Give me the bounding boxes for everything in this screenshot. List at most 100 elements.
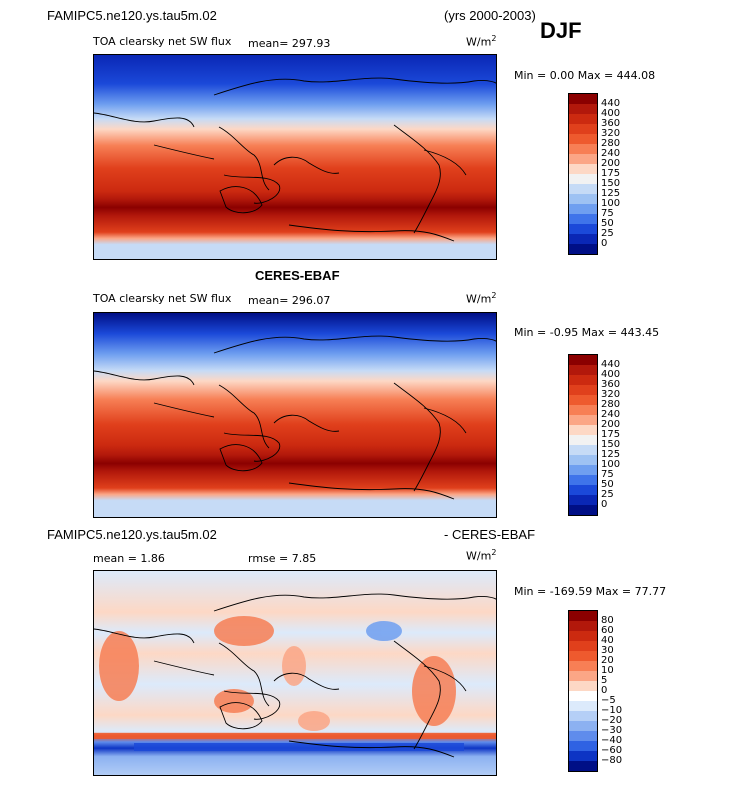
- colorbar-tick-label: −20: [601, 715, 623, 726]
- colorbar-swatch: [569, 244, 597, 254]
- colorbar-tick-label: 280: [601, 138, 621, 149]
- panel3-mean: mean = 1.86: [93, 552, 165, 565]
- colorbar-tick-label: −5: [601, 695, 616, 706]
- colorbar-tick-label: 75: [601, 208, 614, 219]
- colorbar-swatch: [569, 234, 597, 244]
- colorbar-tick-label: 60: [601, 625, 614, 636]
- colorbar-swatch: [569, 495, 597, 505]
- colorbar-tick-label: 175: [601, 168, 621, 179]
- colorbar-tick-label: 240: [601, 409, 621, 420]
- colorbar-tick-label: 125: [601, 188, 621, 199]
- case-name: FAMIPC5.ne120.ys.tau5m.02: [47, 8, 217, 23]
- colorbar-tick-label: 80: [601, 615, 614, 626]
- colorbar-tick-label: 25: [601, 228, 614, 239]
- colorbar-swatch: [569, 184, 597, 194]
- panel1-colorbar: 440 400 360 320 280 240 200 175 150 125 100 75 50 25 0: [568, 93, 620, 255]
- panel3-title-right: - CERES-EBAF: [444, 527, 536, 542]
- colorbar-tick-label: 10: [601, 665, 614, 676]
- colorbar-tick-label: 0: [601, 685, 608, 696]
- colorbar-swatch: [569, 124, 597, 134]
- colorbar-swatch: [569, 505, 597, 515]
- panel3-colorbar: 80 60 40 30 20 10 5 0 −5 −10 −20 −30 −40 −60 −80: [568, 610, 622, 772]
- panel1-variable: TOA clearsky net SW flux: [93, 35, 232, 48]
- colorbar-swatch: [569, 445, 597, 455]
- colorbar-swatch: [569, 154, 597, 164]
- panel1-map: [93, 54, 497, 260]
- colorbar-tick-label: 75: [601, 469, 614, 480]
- colorbar-swatch: [569, 104, 597, 114]
- colorbar-tick-label: 5: [601, 675, 608, 686]
- panel1-field: [94, 55, 496, 259]
- colorbar-swatch: [569, 355, 597, 365]
- colorbar-tick-label: 20: [601, 655, 614, 666]
- colorbar-tick-label: −40: [601, 735, 623, 746]
- panel2-minmax: Min = -0.95 Max = 443.45: [514, 326, 660, 339]
- panel3-field: [94, 571, 496, 775]
- colorbar-tick-label: 125: [601, 449, 621, 460]
- colorbar-swatch: [569, 651, 597, 661]
- colorbar-swatch: [569, 114, 597, 124]
- colorbar-tick-label: 240: [601, 148, 621, 159]
- panel1-minmax: Min = 0.00 Max = 444.08: [514, 69, 656, 82]
- panel3-rmse: rmse = 7.85: [248, 552, 317, 565]
- panel2-map: [93, 312, 497, 518]
- colorbar-swatch: [569, 631, 597, 641]
- colorbar-tick-label: 200: [601, 158, 621, 169]
- panel2-colorbar: 440 400 360 320 280 240 200 175 150 125 100 75 50 25 0: [568, 354, 620, 516]
- colorbar-tick-label: −30: [601, 725, 623, 736]
- colorbar-swatch: [569, 94, 597, 104]
- panel3-minmax: Min = -169.59 Max = 77.77: [514, 585, 667, 598]
- colorbar-swatch: [569, 365, 597, 375]
- colorbar-tick-label: 150: [601, 178, 621, 189]
- colorbar-tick-label: 400: [601, 108, 621, 119]
- colorbar-tick-label: −10: [601, 705, 623, 716]
- colorbar-swatch: [569, 375, 597, 385]
- colorbar-tick-label: 360: [601, 379, 621, 390]
- colorbar-swatch: [569, 395, 597, 405]
- colorbar-swatch: [569, 465, 597, 475]
- colorbar-swatch: [569, 681, 597, 691]
- colorbar-tick-label: 150: [601, 439, 621, 450]
- colorbar-swatch: [569, 204, 597, 214]
- panel3-coastlines: [94, 593, 496, 758]
- colorbar-tick-label: 175: [601, 429, 621, 440]
- colorbar-swatch: [569, 144, 597, 154]
- panel3-map: [93, 570, 497, 776]
- colorbar-tick-label: 100: [601, 459, 621, 470]
- colorbar-swatch: [569, 671, 597, 681]
- panel2-field: [94, 313, 496, 517]
- colorbar-swatch: [569, 701, 597, 711]
- colorbar-tick-label: 0: [601, 238, 608, 249]
- panel3-title-left: FAMIPC5.ne120.ys.tau5m.02: [47, 527, 217, 542]
- panel3-units: W/m2: [466, 548, 497, 563]
- colorbar-tick-label: 400: [601, 369, 621, 380]
- colorbar-tick-label: 280: [601, 399, 621, 410]
- colorbar-tick-label: 50: [601, 479, 614, 490]
- colorbar-swatch: [569, 415, 597, 425]
- colorbar-swatch: [569, 425, 597, 435]
- colorbar-swatch: [569, 455, 597, 465]
- colorbar-swatch: [569, 224, 597, 234]
- colorbar-swatch: [569, 721, 597, 731]
- colorbar-tick-label: 320: [601, 128, 621, 139]
- panel3-anomaly-patches: [94, 616, 496, 751]
- colorbar-swatch: [569, 741, 597, 751]
- panel2-title: CERES-EBAF: [255, 268, 340, 283]
- colorbar-swatch: [569, 475, 597, 485]
- colorbar-tick-label: 25: [601, 489, 614, 500]
- colorbar-swatch: [569, 385, 597, 395]
- colorbar-swatch: [569, 134, 597, 144]
- colorbar-swatch: [569, 661, 597, 671]
- colorbar-swatch: [569, 611, 597, 621]
- colorbar-swatch: [569, 164, 597, 174]
- colorbar-swatch: [569, 621, 597, 631]
- colorbar-tick-label: 50: [601, 218, 614, 229]
- panel1-coastlines: [94, 77, 496, 242]
- panel2-coastlines: [94, 335, 496, 500]
- panel1-mean: mean= 297.93: [248, 37, 331, 50]
- panel2-mean: mean= 296.07: [248, 294, 331, 307]
- colorbar-swatch: [569, 711, 597, 721]
- colorbar-tick-label: −60: [601, 745, 623, 756]
- colorbar-swatch: [569, 194, 597, 204]
- colorbar-tick-label: 0: [601, 499, 608, 510]
